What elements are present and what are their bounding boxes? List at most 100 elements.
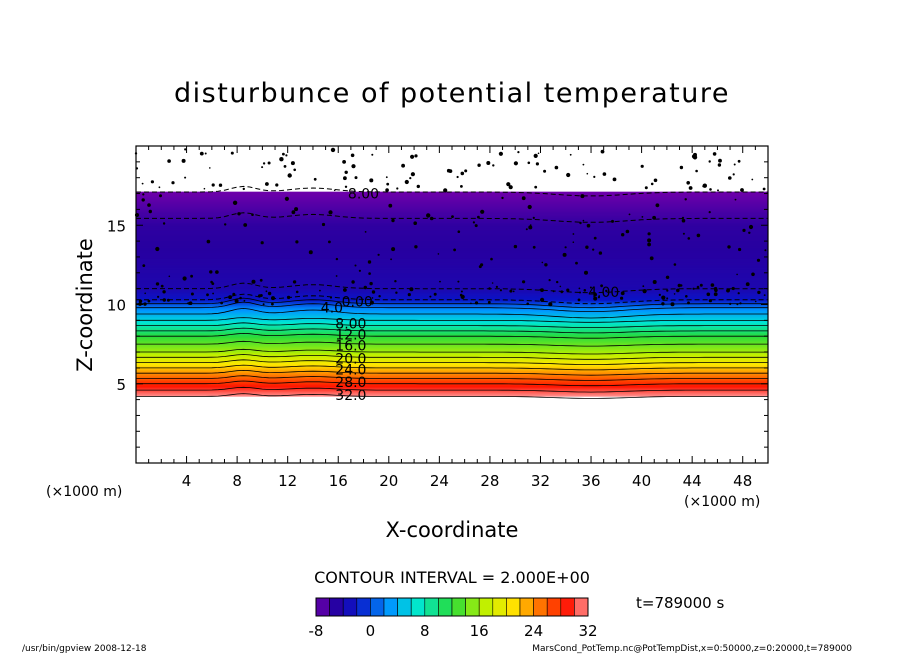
field-band: [136, 380, 768, 382]
field-band: [136, 220, 768, 223]
contour-dot: [308, 250, 313, 255]
contour-line: [136, 364, 768, 371]
contour-dot: [168, 275, 171, 278]
contour-dot: [593, 296, 598, 301]
contour-dot: [144, 292, 146, 295]
contour-dot: [343, 288, 347, 292]
contour-dot: [368, 272, 371, 275]
field-band: [136, 250, 768, 252]
contour-dot: [410, 154, 415, 159]
field-band: [136, 339, 768, 342]
contour-dot: [354, 264, 357, 267]
colorbar-cell: [410, 597, 426, 617]
contour-dot: [416, 184, 420, 189]
field-band: [136, 228, 768, 231]
contour-line: [136, 327, 768, 334]
contour-dot: [265, 182, 269, 186]
field-band: [136, 207, 768, 209]
contour-dot: [211, 183, 215, 187]
field-band: [136, 304, 768, 306]
field-band: [136, 205, 768, 208]
contour-dot: [628, 213, 631, 216]
contour-dot: [673, 293, 676, 295]
field-band: [136, 236, 768, 238]
contour-dot: [148, 209, 152, 214]
contour-dot: [284, 196, 289, 201]
y-tick-label: 15: [107, 217, 126, 235]
field-band: [136, 350, 768, 352]
contour-dot: [388, 203, 393, 208]
contour-dot: [456, 175, 459, 179]
field-band: [136, 245, 768, 247]
x-tick-label: 24: [430, 472, 449, 490]
contour-dot: [554, 165, 559, 170]
field-band: [136, 359, 768, 362]
contour-dot: [335, 275, 338, 277]
field-band: [136, 354, 768, 357]
contour-dot: [162, 298, 166, 302]
contour-dot: [251, 279, 256, 284]
x-tick-label: 32: [531, 472, 550, 490]
field-band: [136, 308, 768, 310]
field-band: [136, 268, 768, 270]
field-band: [136, 218, 768, 221]
x-tick-labels: 4 8 12 16 20 24 28 32 36 40 44 48: [182, 472, 752, 490]
field-band: [136, 269, 768, 271]
field-band: [136, 198, 768, 200]
contour-dot: [291, 210, 296, 215]
field-band: [136, 220, 768, 222]
contour-dot: [369, 281, 373, 286]
contour-dot: [652, 215, 656, 220]
contour-dot: [491, 282, 494, 284]
field-band: [136, 199, 768, 201]
contour-dot: [313, 177, 317, 181]
contour-dot: [474, 301, 479, 305]
contour-dot: [673, 263, 677, 266]
contour-dot: [181, 158, 186, 163]
footer-left: /usr/bin/gpview 2008-12-18: [22, 644, 147, 654]
field-band: [136, 277, 768, 279]
contour-dot: [239, 296, 242, 300]
contour-dot: [702, 185, 705, 188]
contour-dot: [681, 216, 685, 219]
contour-dot: [655, 203, 660, 208]
contour-dot: [228, 295, 233, 300]
contour-dot: [535, 162, 540, 166]
field-band: [136, 371, 768, 373]
field-band: [136, 374, 768, 377]
field-band: [136, 225, 768, 228]
contour-dot: [566, 172, 571, 178]
field-band: [136, 252, 768, 255]
field-band: [136, 256, 768, 259]
field-band: [136, 232, 768, 234]
field-band: [136, 332, 768, 335]
colorbar-cell: [342, 597, 358, 617]
contour-dot: [731, 286, 735, 291]
contour-dot: [695, 169, 698, 173]
contour-label: 4.0: [321, 301, 343, 317]
field-band: [136, 281, 768, 283]
contour-dot: [453, 248, 456, 252]
contour-dot: [525, 228, 528, 231]
contour-dot: [687, 237, 691, 240]
field-band: [136, 294, 768, 297]
contour-dot: [292, 280, 297, 284]
field-band: [136, 360, 768, 362]
contour-dot: [234, 299, 239, 303]
contour-label: 16.0: [335, 339, 366, 355]
contour-line: [136, 354, 768, 360]
field-band: [136, 369, 768, 371]
field-band: [136, 352, 768, 354]
field-band: [136, 392, 768, 394]
field-band: [136, 209, 768, 212]
contour-dot: [582, 163, 585, 166]
field-band: [136, 295, 768, 297]
chart-title: disturbunce of potential temperature: [174, 78, 730, 109]
contour-dot: [726, 288, 730, 293]
contour-dot: [708, 160, 711, 163]
axis-ticks: [136, 146, 768, 463]
contour-dot: [369, 300, 374, 305]
field-band: [136, 379, 768, 381]
contour-dot: [583, 289, 587, 292]
